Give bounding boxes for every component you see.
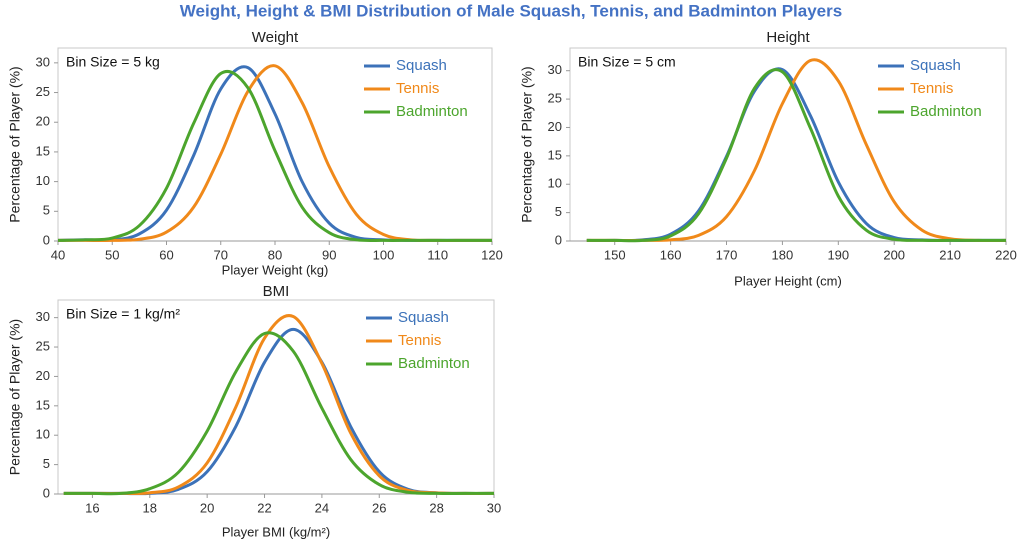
x-tick-label: 40 <box>51 247 65 262</box>
x-tick-label: 150 <box>604 247 626 262</box>
bin-size-note: Bin Size = 1 kg/m² <box>66 306 180 322</box>
y-tick-label: 20 <box>548 119 562 134</box>
y-tick-label: 30 <box>36 54 50 69</box>
x-axis-label: Player Weight (kg) <box>222 262 329 277</box>
legend-label: Tennis <box>396 80 439 97</box>
y-tick-label: 30 <box>548 62 562 77</box>
y-tick-label: 10 <box>548 176 562 191</box>
x-tick-label: 16 <box>85 500 99 515</box>
x-tick-label: 210 <box>939 247 961 262</box>
y-axis-label: Percentage of Player (%) <box>7 66 23 222</box>
x-tick-label: 120 <box>481 247 503 262</box>
legend-label: Squash <box>910 57 961 74</box>
series-line <box>586 68 1006 243</box>
x-tick-label: 22 <box>257 500 271 515</box>
x-tick-label: 30 <box>487 500 501 515</box>
x-tick-label: 190 <box>827 247 849 262</box>
y-tick-label: 20 <box>36 114 50 129</box>
y-tick-label: 0 <box>43 232 50 247</box>
subplot-title: BMI <box>263 283 290 300</box>
series-line <box>57 69 492 243</box>
x-tick-label: 18 <box>143 500 157 515</box>
y-tick-label: 5 <box>555 204 562 219</box>
x-tick-label: 60 <box>159 247 173 262</box>
y-axis-label: Percentage of Player (%) <box>7 319 23 475</box>
x-tick-label: 180 <box>772 247 794 262</box>
y-tick-label: 25 <box>36 338 50 353</box>
y-tick-label: 15 <box>548 147 562 162</box>
x-axis-label: Player Height (cm) <box>734 273 842 288</box>
x-axis-label: Player BMI (kg/m²) <box>222 524 330 539</box>
y-tick-label: 10 <box>36 173 50 188</box>
y-tick-label: 5 <box>43 456 50 471</box>
x-tick-label: 200 <box>883 247 905 262</box>
y-tick-label: 5 <box>43 203 50 218</box>
subplot-title: Weight <box>252 29 299 46</box>
y-tick-label: 25 <box>36 84 50 99</box>
plot-frame <box>57 47 493 242</box>
subplot-title: Height <box>766 29 810 46</box>
y-tick-label: 30 <box>36 309 50 324</box>
x-tick-label: 90 <box>322 247 336 262</box>
x-tick-label: 220 <box>995 247 1017 262</box>
legend-label: Badminton <box>398 355 470 372</box>
y-tick-label: 20 <box>36 368 50 383</box>
legend-label: Badminton <box>910 103 982 120</box>
legend-label: Squash <box>396 57 447 74</box>
x-tick-label: 20 <box>200 500 214 515</box>
x-tick-label: 80 <box>268 247 282 262</box>
page-title: Weight, Height & BMI Distribution of Mal… <box>180 1 842 20</box>
y-tick-label: 15 <box>36 143 50 158</box>
legend-label: Tennis <box>398 332 441 349</box>
y-tick-label: 25 <box>548 91 562 106</box>
bin-size-note: Bin Size = 5 kg <box>66 54 160 70</box>
x-tick-label: 100 <box>373 247 395 262</box>
x-tick-label: 110 <box>427 247 448 262</box>
legend-label: Squash <box>398 309 449 326</box>
x-tick-label: 24 <box>315 500 329 515</box>
x-tick-label: 70 <box>214 247 228 262</box>
x-tick-label: 170 <box>716 247 738 262</box>
bin-size-note: Bin Size = 5 cm <box>578 54 676 70</box>
y-tick-label: 15 <box>36 397 50 412</box>
y-tick-label: 10 <box>36 427 50 442</box>
x-tick-label: 160 <box>660 247 682 262</box>
x-tick-label: 26 <box>372 500 386 515</box>
x-tick-label: 28 <box>429 500 443 515</box>
legend-label: Tennis <box>910 80 953 97</box>
y-tick-label: 0 <box>555 232 562 247</box>
plot-frame <box>57 299 495 495</box>
y-tick-label: 0 <box>43 485 50 500</box>
x-tick-label: 50 <box>105 247 119 262</box>
y-axis-label: Percentage of Player (%) <box>519 66 535 222</box>
legend-label: Badminton <box>396 103 468 120</box>
series-line <box>63 331 494 496</box>
